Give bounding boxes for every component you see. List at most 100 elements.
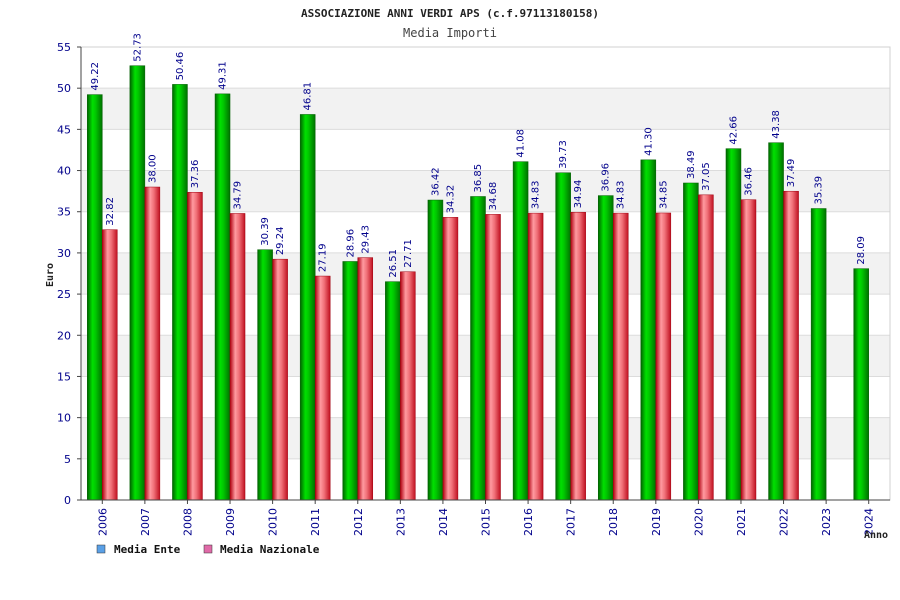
value-label-nazionale-2021: 36.46 bbox=[743, 167, 754, 196]
value-label-nazionale-2022: 37.49 bbox=[786, 159, 797, 188]
value-label-nazionale-2019: 34.85 bbox=[658, 180, 669, 209]
y-tick-label: 25 bbox=[57, 288, 71, 301]
y-tick-label: 10 bbox=[57, 412, 71, 425]
value-label-ente-2012: 28.96 bbox=[345, 229, 356, 258]
legend-swatch-nazionale bbox=[203, 544, 213, 554]
bar-ente-2009 bbox=[214, 93, 231, 501]
bar-nazionale-2021 bbox=[740, 199, 757, 501]
value-label-ente-2020: 38.49 bbox=[686, 150, 697, 179]
x-tick-label-2020: 2020 bbox=[692, 508, 705, 536]
bar-ente-2024 bbox=[853, 268, 869, 501]
x-tick-label-2019: 2019 bbox=[650, 508, 663, 536]
y-tick-label: 15 bbox=[57, 370, 71, 383]
bar-nazionale-2015 bbox=[485, 214, 501, 501]
x-tick-label-2017: 2017 bbox=[565, 508, 578, 536]
bar-ente-2014 bbox=[427, 199, 444, 501]
y-tick-label: 55 bbox=[57, 41, 71, 54]
bar-nazionale-2019 bbox=[655, 212, 672, 501]
bar-ente-2015 bbox=[470, 196, 486, 501]
value-label-nazionale-2020: 37.05 bbox=[701, 162, 712, 191]
bar-ente-2017 bbox=[555, 172, 571, 501]
value-label-nazionale-2012: 29.43 bbox=[360, 225, 371, 254]
legend-swatch-ente bbox=[96, 544, 106, 554]
grid-band bbox=[81, 47, 890, 89]
value-label-nazionale-2006: 32.82 bbox=[105, 197, 116, 226]
value-label-nazionale-2014: 34.32 bbox=[445, 185, 456, 214]
value-label-ente-2019: 41.30 bbox=[643, 127, 654, 156]
x-tick-label-2024: 2024 bbox=[863, 508, 876, 536]
y-tick-label: 45 bbox=[57, 123, 71, 136]
value-label-nazionale-2011: 27.19 bbox=[318, 243, 329, 272]
value-label-ente-2006: 49.22 bbox=[90, 62, 101, 91]
value-label-nazionale-2016: 34.83 bbox=[531, 180, 542, 209]
value-label-nazionale-2018: 34.83 bbox=[616, 180, 627, 209]
chart-title: ASSOCIAZIONE ANNI VERDI APS (c.f.9711318… bbox=[301, 7, 599, 20]
legend: Media Ente Media Nazionale bbox=[96, 543, 320, 556]
bar-nazionale-2014 bbox=[442, 217, 459, 501]
value-label-ente-2009: 49.31 bbox=[218, 61, 229, 90]
bar-nazionale-2012 bbox=[357, 257, 374, 501]
value-label-ente-2023: 35.39 bbox=[814, 176, 825, 205]
y-tick-label: 5 bbox=[64, 453, 71, 466]
x-tick-label-2014: 2014 bbox=[437, 508, 450, 536]
bar-ente-2008 bbox=[172, 84, 188, 501]
bar-ente-2022 bbox=[768, 142, 784, 501]
bar-nazionale-2018 bbox=[612, 212, 629, 501]
value-label-ente-2024: 28.09 bbox=[856, 236, 867, 265]
x-axis-label: Anno bbox=[864, 530, 888, 541]
bar-ente-2021 bbox=[725, 148, 742, 501]
y-axis-label: Euro bbox=[45, 263, 56, 287]
bar-nazionale-2022 bbox=[783, 190, 799, 501]
value-label-ente-2018: 36.96 bbox=[601, 163, 612, 192]
y-tick-label: 40 bbox=[57, 165, 71, 178]
bar-ente-2013 bbox=[385, 281, 401, 501]
value-label-ente-2008: 50.46 bbox=[175, 52, 186, 81]
bar-ente-2020 bbox=[683, 182, 699, 501]
bar-ente-2018 bbox=[597, 195, 614, 501]
value-label-ente-2010: 30.39 bbox=[260, 217, 271, 246]
value-label-nazionale-2009: 34.79 bbox=[233, 181, 244, 210]
value-label-nazionale-2015: 34.68 bbox=[488, 182, 499, 211]
y-tick-label: 35 bbox=[57, 206, 71, 219]
y-tick-labels: 0 5 10 15 20 25 30 35 40 45 50 55 bbox=[57, 41, 71, 507]
legend-label-nazionale: Media Nazionale bbox=[220, 543, 320, 556]
x-tick-label-2016: 2016 bbox=[522, 508, 535, 536]
bar-ente-2011 bbox=[299, 114, 316, 501]
bar-ente-2019 bbox=[640, 159, 657, 501]
x-tick-label-2023: 2023 bbox=[820, 508, 833, 536]
value-label-ente-2015: 36.85 bbox=[473, 164, 484, 193]
value-label-ente-2011: 46.81 bbox=[303, 82, 314, 111]
x-tick-label-2009: 2009 bbox=[224, 508, 237, 536]
bar-nazionale-2017 bbox=[570, 211, 586, 501]
x-tick-label-2021: 2021 bbox=[735, 508, 748, 536]
value-label-nazionale-2010: 29.24 bbox=[275, 227, 286, 256]
bar-ente-2007 bbox=[129, 65, 146, 501]
x-tick-label-2008: 2008 bbox=[181, 508, 194, 536]
axes bbox=[77, 46, 890, 504]
value-label-ente-2021: 42.66 bbox=[728, 116, 739, 145]
x-tick-label-2011: 2011 bbox=[309, 508, 322, 536]
bar-ente-2006 bbox=[87, 94, 103, 501]
value-label-nazionale-2017: 34.94 bbox=[573, 180, 584, 209]
y-tick-label: 30 bbox=[57, 247, 71, 260]
value-label-ente-2013: 26.51 bbox=[388, 249, 399, 278]
value-label-ente-2007: 52.73 bbox=[132, 33, 143, 62]
value-label-ente-2016: 41.08 bbox=[516, 129, 527, 158]
x-tick-label-2018: 2018 bbox=[607, 508, 620, 536]
bar-nazionale-2007 bbox=[144, 186, 161, 501]
x-tick-label-2022: 2022 bbox=[778, 508, 791, 536]
bar-ente-2010 bbox=[257, 249, 273, 501]
bar-ente-2023 bbox=[810, 208, 827, 501]
x-tick-label-2010: 2010 bbox=[267, 508, 280, 536]
value-label-ente-2014: 36.42 bbox=[430, 167, 441, 196]
value-label-ente-2022: 43.38 bbox=[771, 110, 782, 139]
bar-nazionale-2011 bbox=[314, 275, 331, 501]
bar-ente-2016 bbox=[512, 161, 529, 501]
value-label-nazionale-2007: 38.00 bbox=[147, 154, 158, 183]
bar-nazionale-2006 bbox=[102, 229, 118, 501]
chart-subtitle: Media Importi bbox=[403, 26, 497, 40]
legend-label-ente: Media Ente bbox=[114, 543, 181, 556]
value-label-nazionale-2008: 37.36 bbox=[190, 160, 201, 189]
bar-nazionale-2020 bbox=[698, 194, 714, 501]
